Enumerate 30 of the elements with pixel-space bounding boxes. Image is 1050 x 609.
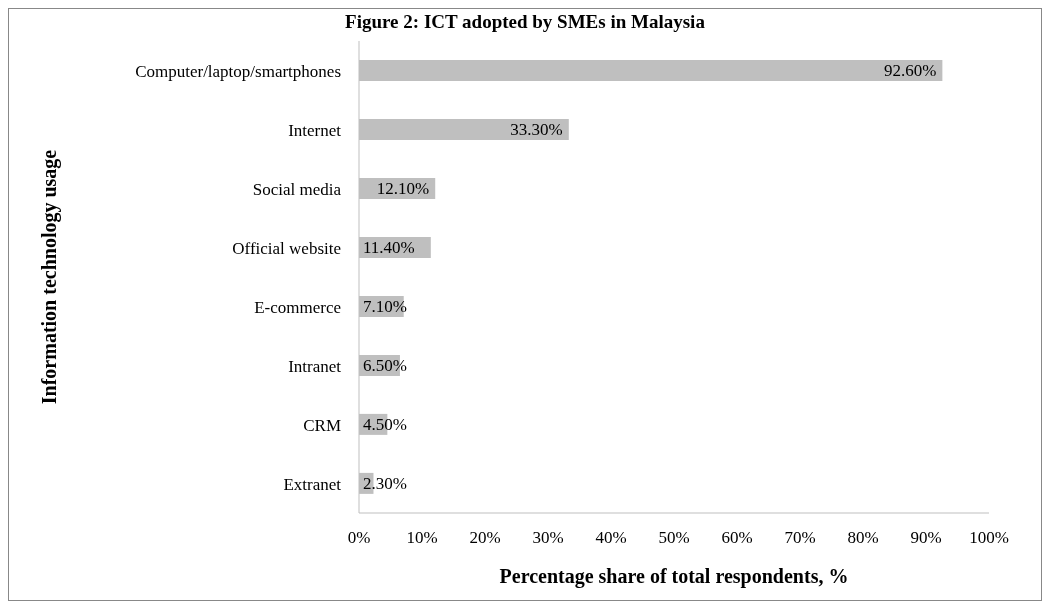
x-tick-label: 60% (721, 528, 753, 548)
y-tick-label: E-commerce (254, 297, 341, 317)
x-tick-label: 0% (347, 528, 371, 548)
data-label: 6.50% (363, 356, 407, 376)
y-tick-label: Intranet (288, 356, 342, 376)
data-label: 2.30% (363, 474, 407, 494)
y-tick-label: Social media (252, 179, 342, 199)
x-tick-label: 70% (784, 528, 816, 548)
y-tick-label: Internet (288, 120, 342, 140)
chart-title: Figure 2: ICT adopted by SMEs in Malaysia (344, 11, 706, 33)
x-tick-label: 20% (469, 528, 501, 548)
data-label: 7.10% (363, 297, 407, 317)
y-axis-title: Information technology usage (38, 149, 62, 405)
x-tick-label: 100% (969, 528, 1009, 548)
x-tick-label: 90% (910, 528, 942, 548)
x-tick-label: 30% (532, 528, 564, 548)
y-tick-label: Computer/laptop/smartphones (135, 61, 341, 81)
data-label: 92.60% (883, 61, 937, 81)
x-tick-label: 10% (406, 528, 438, 548)
y-tick-label: Extranet (283, 474, 342, 494)
x-tick-label: 50% (658, 528, 690, 548)
x-axis-title: Percentage share of total respondents, % (499, 565, 849, 588)
data-label: 11.40% (363, 238, 415, 258)
data-label: 4.50% (363, 415, 407, 435)
data-label: 12.10% (376, 179, 430, 199)
y-tick-label: Official website (232, 238, 341, 258)
x-tick-label: 80% (847, 528, 879, 548)
data-label: 33.30% (510, 120, 563, 140)
y-tick-label: CRM (303, 415, 341, 435)
x-tick-label: 40% (595, 528, 627, 548)
